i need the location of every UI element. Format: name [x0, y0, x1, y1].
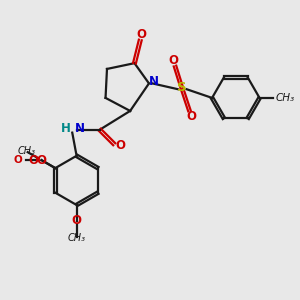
Text: CH₃: CH₃: [17, 146, 35, 156]
Text: CH₃: CH₃: [275, 93, 295, 103]
Text: O: O: [169, 54, 178, 67]
Text: N: N: [149, 76, 159, 88]
Text: O: O: [28, 154, 38, 166]
Text: O: O: [186, 110, 196, 123]
Text: O: O: [72, 214, 82, 227]
Text: N: N: [75, 122, 85, 135]
Text: O: O: [14, 155, 22, 165]
Text: CH₃: CH₃: [68, 233, 85, 243]
Text: O: O: [137, 28, 147, 41]
Text: H: H: [61, 122, 71, 135]
Text: O: O: [37, 154, 46, 166]
Text: O: O: [115, 139, 125, 152]
Text: S: S: [177, 81, 187, 94]
